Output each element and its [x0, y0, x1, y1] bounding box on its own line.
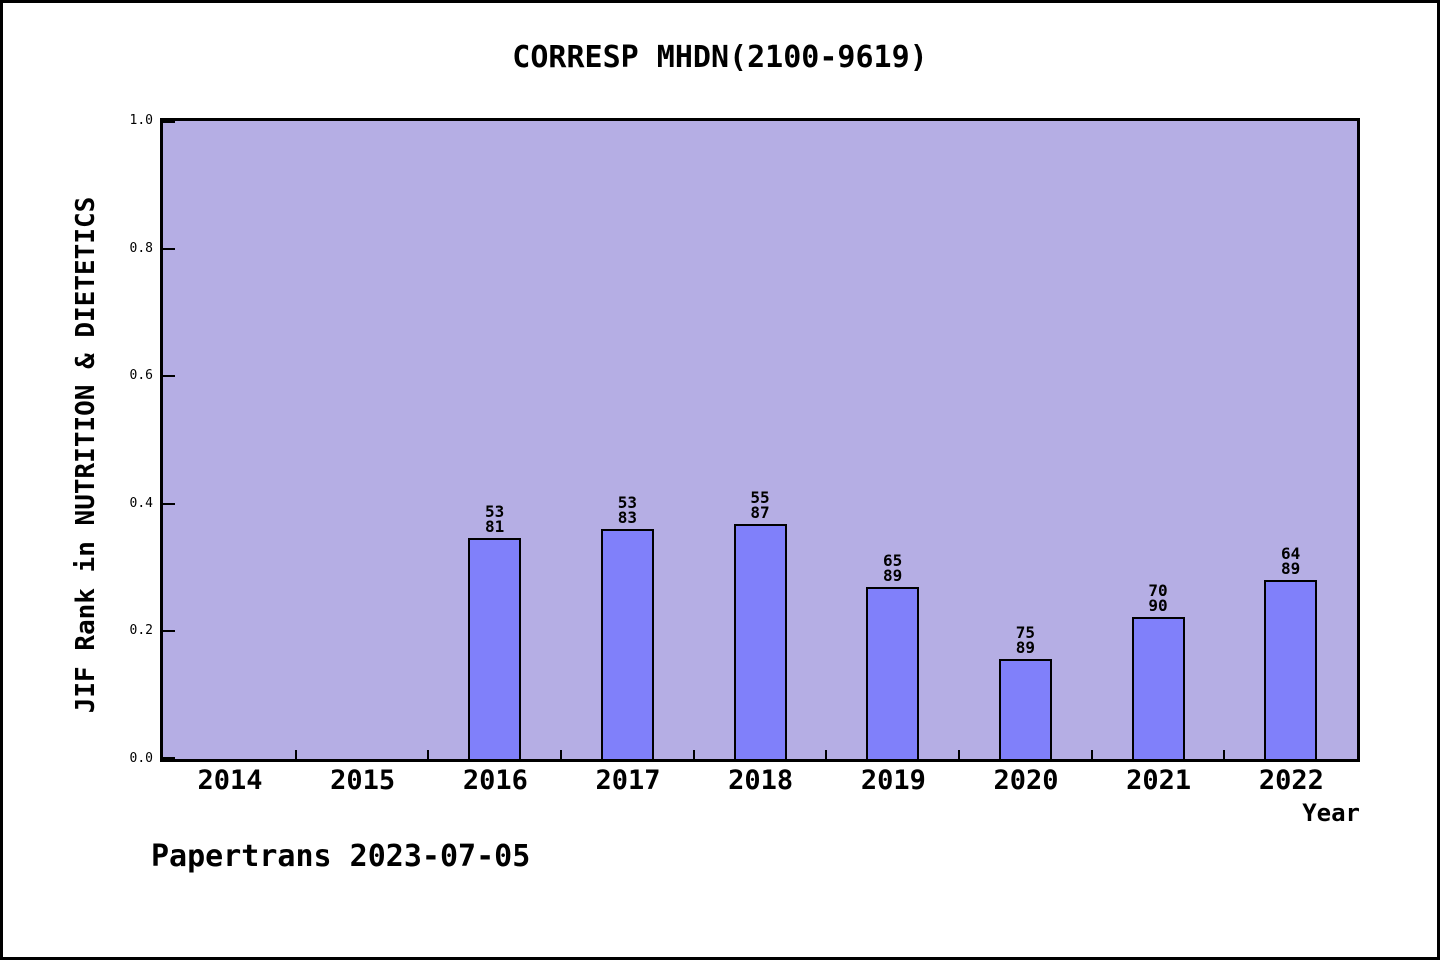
x-tick-label: 2016	[462, 765, 528, 796]
bar-2018	[733, 524, 787, 759]
y-tick-label: 0.6	[129, 368, 153, 384]
x-axis-title: Year	[1302, 799, 1360, 827]
y-tick-mark	[163, 121, 175, 123]
y-tick-mark	[163, 502, 175, 505]
bar-value-label-2018: 55 87	[750, 488, 770, 522]
bar-value-label-2021: 70 90	[1148, 581, 1168, 615]
bar-value-label-2020: 75 89	[1015, 623, 1035, 657]
y-tick-mark	[163, 375, 175, 378]
plot-area: 53 81 53 83 55 87 65 89 75 89 70 90 64 89	[160, 118, 1360, 762]
y-tick-label: 0.0	[129, 751, 153, 766]
bar-2020	[998, 659, 1052, 759]
x-tick-label: 2014	[197, 765, 263, 796]
y-tick-label: 0.4	[129, 495, 153, 511]
bar-value-label-2019: 65 89	[883, 551, 903, 585]
y-tick-label: 0.2	[129, 623, 153, 639]
x-tick-mark	[958, 750, 960, 759]
x-tick-mark	[294, 750, 297, 759]
x-tick-mark	[560, 750, 562, 759]
y-tick-mark	[163, 757, 175, 759]
bar-value-label-2017: 53 83	[617, 493, 637, 527]
x-tick-label: 2017	[595, 765, 661, 796]
bar-2016	[468, 538, 522, 759]
x-tick-label: 2021	[1126, 765, 1192, 796]
y-tick-label: 0.8	[129, 240, 153, 256]
x-tick-mark	[427, 750, 430, 759]
x-tick-label: 2019	[860, 765, 926, 796]
y-tick-mark	[163, 630, 175, 633]
x-tick-mark	[1223, 750, 1226, 759]
y-tick-label: 1.0	[129, 113, 153, 128]
chart-title: CORRESP MHDN(2100-9619)	[512, 40, 928, 75]
bar-2021	[1131, 617, 1185, 759]
watermark-text: Papertrans 2023-07-05	[151, 839, 531, 874]
x-tick-mark	[1090, 750, 1093, 759]
y-tick-mark	[163, 247, 175, 250]
x-tick-label: 2022	[1258, 765, 1324, 796]
x-tick-label: 2020	[993, 765, 1059, 796]
bar-2019	[866, 587, 920, 759]
x-tick-label: 2015	[330, 765, 396, 796]
x-tick-label: 2018	[728, 765, 794, 796]
bar-2022	[1264, 580, 1318, 759]
x-tick-mark	[692, 750, 695, 759]
x-tick-mark	[825, 750, 828, 759]
bar-value-label-2016: 53 81	[485, 502, 505, 536]
bar-value-label-2022: 64 89	[1281, 544, 1301, 578]
bar-2017	[600, 529, 654, 759]
